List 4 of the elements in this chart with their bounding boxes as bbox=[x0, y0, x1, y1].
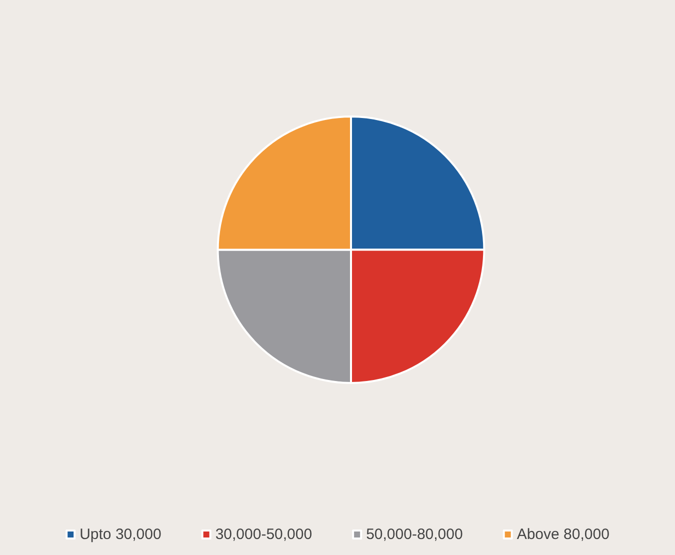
legend-label: Upto 30,000 bbox=[80, 526, 162, 543]
legend-label: 30,000-50,000 bbox=[215, 526, 312, 543]
legend-label: 50,000-80,000 bbox=[366, 526, 463, 543]
legend-label: Above 80,000 bbox=[516, 526, 610, 543]
